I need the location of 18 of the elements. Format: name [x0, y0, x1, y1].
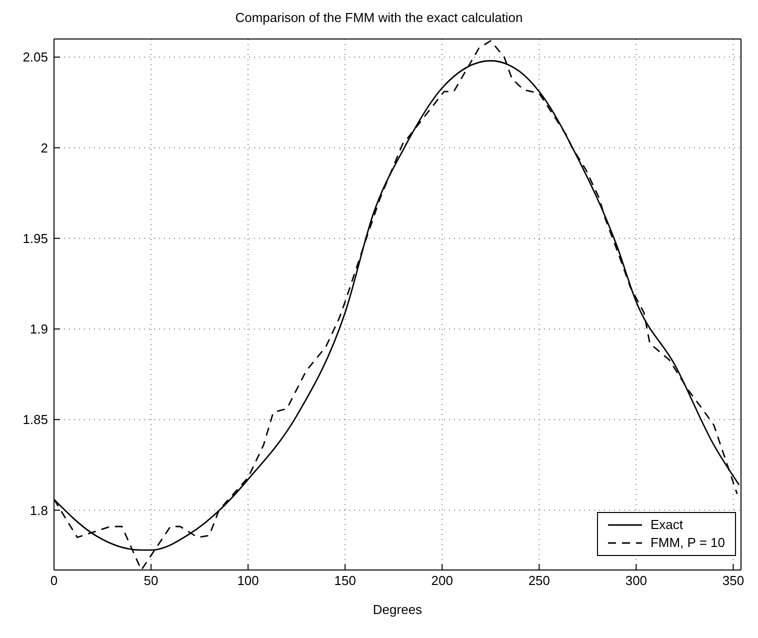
y-tick-label: 2.05: [22, 50, 48, 65]
x-tick-label: 0: [50, 573, 58, 588]
y-tick-label: 2: [40, 140, 48, 156]
legend-label: FMM, P = 10: [650, 534, 725, 552]
x-tick-label: 100: [237, 573, 259, 588]
y-tick-label: 1.95: [22, 230, 48, 246]
x-tick-label: 200: [431, 573, 453, 588]
x-axis-title: Degrees: [372, 602, 423, 617]
y-tick-label: 1.85: [22, 412, 48, 428]
chart-title: Comparison of the FMM with the exact calculation: [234, 9, 524, 27]
x-tick-label: 50: [144, 573, 158, 588]
x-tick-label: 150: [334, 573, 356, 588]
x-tick-label: 350: [722, 573, 744, 588]
legend-label: Exact: [650, 516, 683, 534]
x-tick-label: 250: [528, 573, 550, 588]
x-tick-label: 300: [625, 573, 648, 588]
y-tick-label: 1.8: [30, 502, 48, 518]
y-tick-label: 1.9: [30, 322, 48, 337]
